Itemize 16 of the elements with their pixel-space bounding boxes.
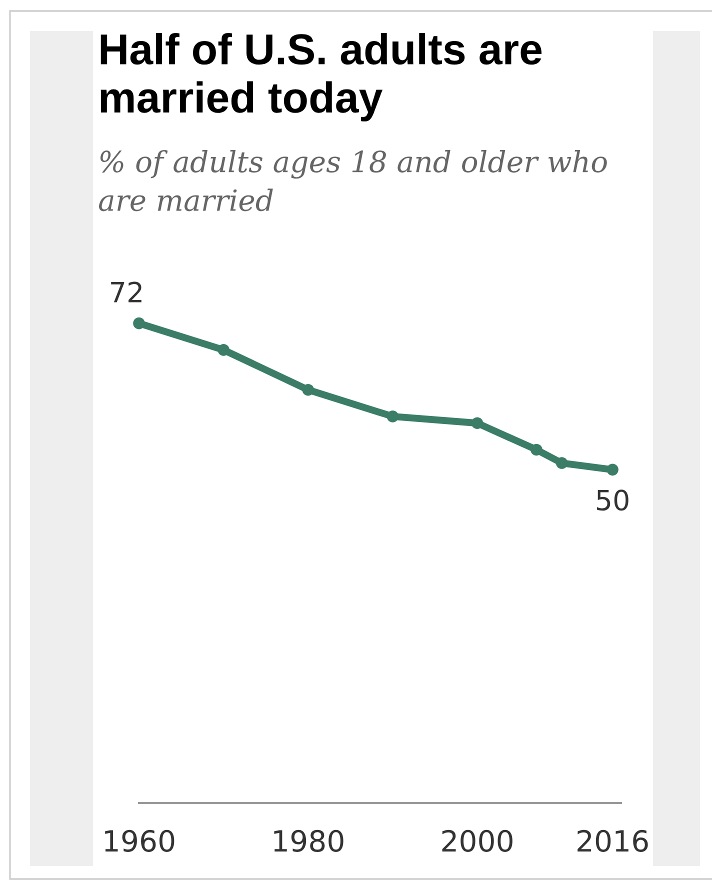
point bbox=[471, 417, 484, 430]
point bbox=[530, 444, 542, 456]
point bbox=[133, 317, 145, 330]
chart-title: Half of U.S. adults are married today bbox=[100, 33, 542, 122]
point bbox=[556, 457, 568, 469]
point bbox=[302, 384, 314, 396]
x-tick-label: 1960 bbox=[105, 830, 174, 852]
x-tick-label: 2016 bbox=[578, 830, 648, 852]
data-label: 72 bbox=[111, 282, 142, 302]
x-tick-label: 1980 bbox=[274, 830, 344, 852]
point bbox=[386, 410, 399, 422]
chart-subtitle: % of adults ages 18 and older who are married bbox=[98, 150, 607, 212]
data-label: 50 bbox=[597, 490, 628, 511]
x-tick-label: 2000 bbox=[442, 830, 512, 852]
point bbox=[218, 344, 230, 356]
point bbox=[606, 464, 618, 476]
